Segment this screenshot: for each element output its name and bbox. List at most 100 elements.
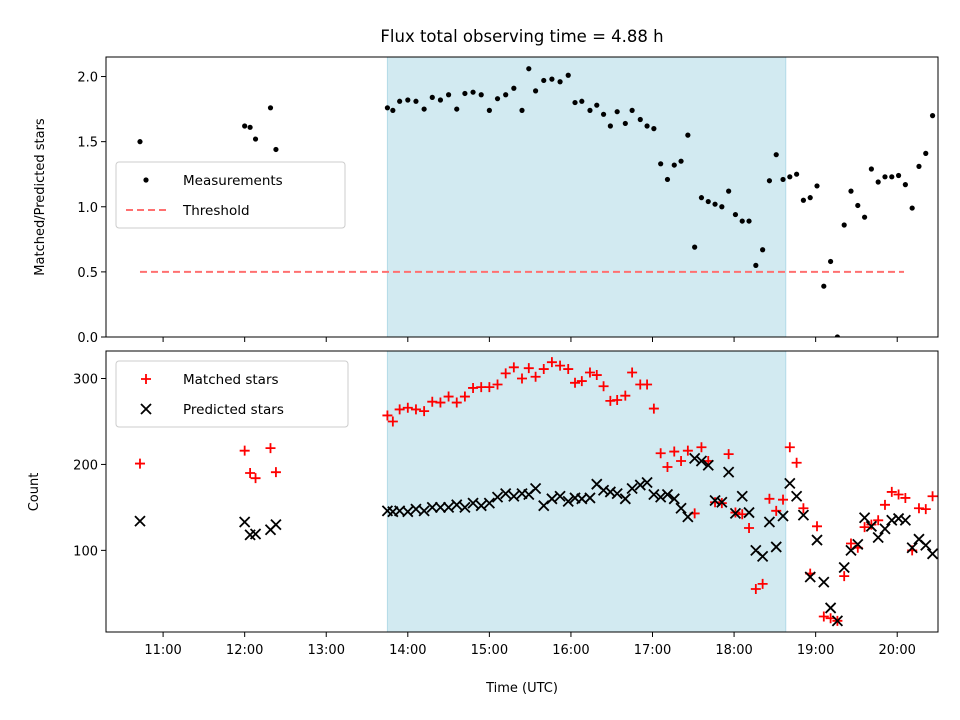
data-point: [845, 538, 856, 549]
data-point: [879, 499, 890, 510]
data-point: [445, 92, 452, 98]
data-point: [459, 391, 470, 402]
data-point: [470, 89, 476, 95]
x-tick-label: 16:00: [552, 643, 589, 658]
data-point: [879, 523, 891, 535]
chart-title: Flux total observing time = 4.88 h: [380, 27, 663, 46]
data-point: [637, 116, 643, 123]
data-point: [598, 381, 609, 392]
data-point: [732, 211, 739, 218]
shaded-observing-span: [386, 350, 787, 633]
data-point: [421, 106, 427, 112]
data-point: [644, 123, 650, 129]
legend-box: [115, 161, 346, 229]
data-point: [641, 476, 653, 489]
data-point: [824, 602, 837, 614]
data-point: [744, 523, 755, 534]
data-point: [861, 214, 868, 220]
data-point: [435, 397, 446, 408]
data-point: [250, 473, 261, 484]
data-point: [773, 152, 779, 158]
data-point: [451, 499, 463, 511]
data-point: [273, 146, 279, 153]
data-point: [437, 97, 444, 103]
data-point: [622, 120, 628, 127]
data-point: [523, 363, 534, 374]
data-point: [723, 449, 734, 460]
data-point: [760, 247, 766, 253]
data-point: [500, 368, 511, 379]
data-point: [790, 490, 803, 502]
ratio-panel: 0.0 0.5 1.0 1.5 2.0 Measurements Threshold: [77, 56, 939, 346]
data-point: [814, 183, 820, 189]
data-point: [584, 492, 596, 504]
data-point: [841, 222, 847, 228]
data-point: [614, 109, 620, 115]
x-tick-label: 14:00: [389, 643, 426, 658]
data-point: [467, 497, 479, 509]
data-point: [390, 107, 396, 113]
data-point: [736, 490, 748, 502]
x-tick-label: 11:00: [144, 643, 181, 658]
data-point: [787, 174, 793, 180]
data-point: [252, 136, 259, 142]
data-point: [519, 107, 525, 113]
legend-box: [115, 360, 349, 428]
data-point: [486, 107, 492, 113]
data-point: [530, 371, 541, 382]
data-point: [750, 584, 761, 595]
plot-area: [134, 357, 938, 627]
data-point: [800, 197, 807, 203]
ratio-y-axis-label: Matched/Predicted stars: [33, 118, 48, 276]
data-point: [503, 92, 509, 98]
data-point: [418, 505, 430, 517]
data-point: [757, 578, 768, 589]
data-point: [642, 379, 653, 390]
data-point: [459, 501, 471, 514]
data-point: [658, 161, 664, 167]
data-point: [926, 548, 938, 560]
data-point: [604, 486, 617, 498]
data-point: [818, 611, 829, 622]
data-point: [895, 172, 902, 179]
axes-frame: [105, 56, 939, 338]
data-point: [546, 493, 558, 505]
data-point: [434, 501, 447, 514]
data-point: [743, 506, 755, 519]
data-point: [906, 542, 918, 554]
data-point: [777, 510, 789, 522]
data-point: [875, 179, 881, 185]
data-point: [634, 479, 646, 491]
data-point: [267, 105, 274, 111]
data-point: [402, 402, 413, 413]
data-point: [134, 515, 146, 527]
data-point: [889, 174, 895, 180]
data-point: [648, 488, 660, 501]
data-point: [927, 491, 938, 502]
data-point: [852, 538, 864, 550]
data-point: [419, 406, 430, 417]
data-point: [245, 468, 256, 479]
data-point: [834, 334, 840, 337]
data-point: [587, 107, 593, 113]
data-point: [562, 495, 574, 508]
x-tick-label: 18:00: [715, 643, 752, 658]
data-point: [626, 482, 638, 495]
data-point: [692, 244, 698, 250]
data-point: [554, 490, 566, 502]
data-point: [405, 97, 411, 103]
data-point: [696, 442, 707, 453]
data-point: [866, 519, 877, 530]
data-point: [265, 443, 276, 454]
data-point: [541, 77, 547, 84]
data-point: [549, 76, 555, 82]
data-point: [855, 202, 861, 209]
data-point: [818, 576, 830, 588]
data-point: [483, 497, 496, 509]
data-point: [529, 482, 542, 495]
data-point: [791, 457, 802, 468]
data-point: [451, 397, 462, 408]
data-point: [920, 504, 931, 515]
data-point: [426, 501, 438, 514]
